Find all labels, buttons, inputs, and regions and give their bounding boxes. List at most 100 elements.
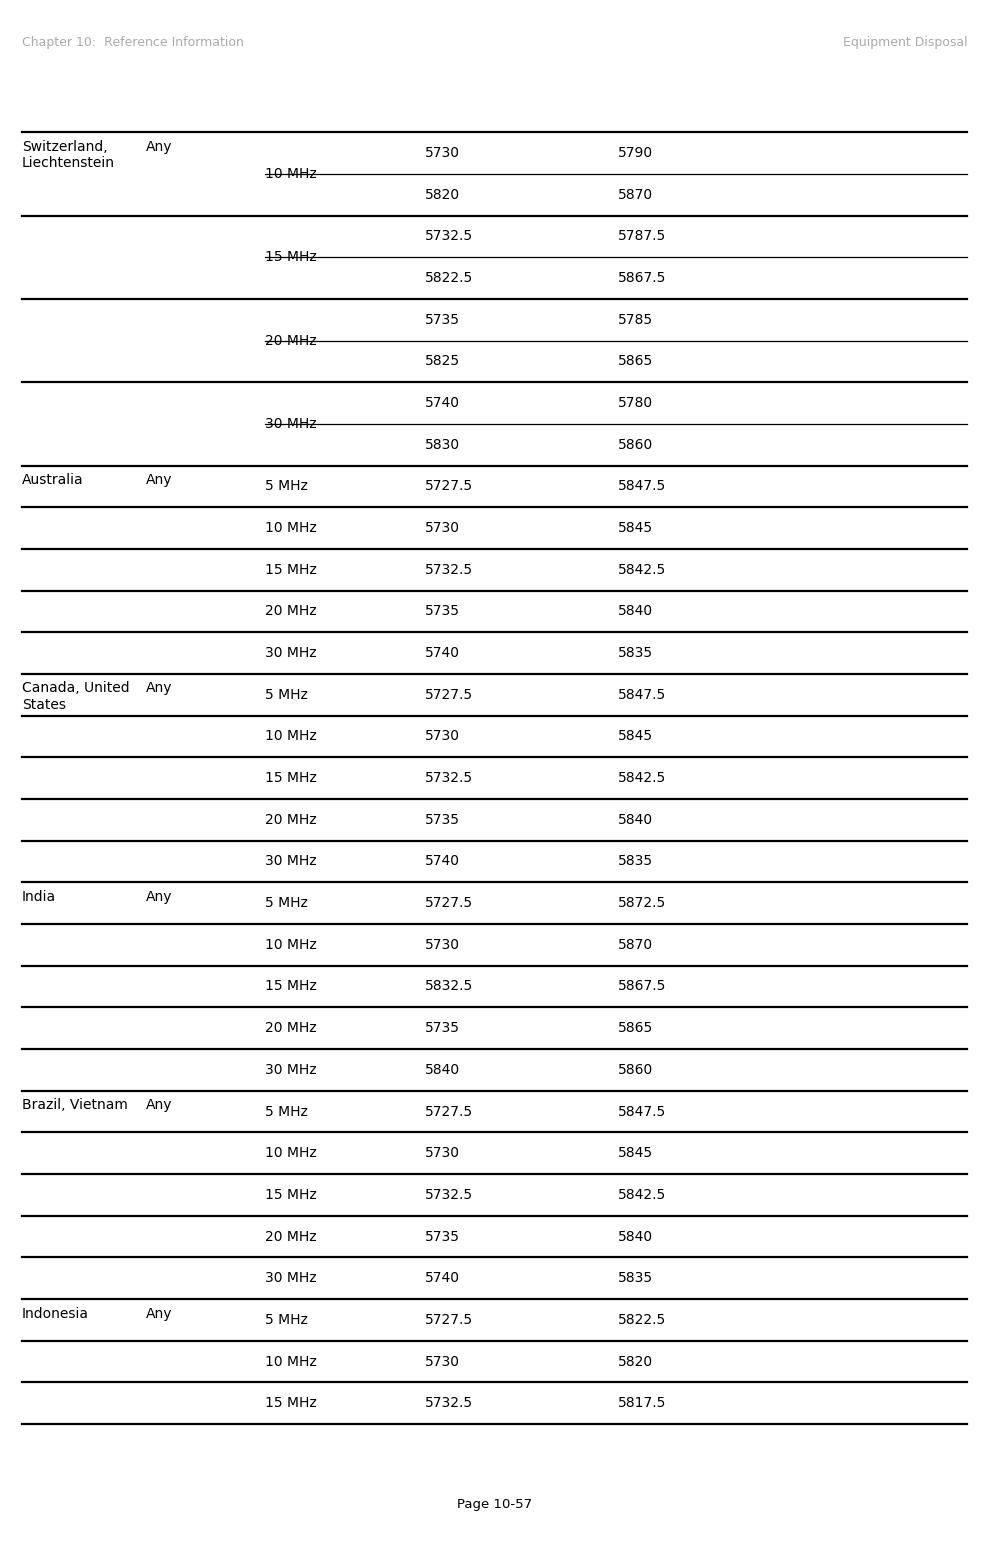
Text: 5842.5: 5842.5 — [618, 563, 667, 577]
Text: 5 MHz: 5 MHz — [265, 687, 308, 701]
Text: 15 MHz: 15 MHz — [265, 250, 316, 264]
Text: 20 MHz: 20 MHz — [265, 605, 316, 619]
Text: Brazil, Vietnam: Brazil, Vietnam — [22, 1098, 128, 1112]
Text: 5740: 5740 — [425, 397, 460, 411]
Text: 5820: 5820 — [425, 188, 461, 202]
Text: 5735: 5735 — [425, 1022, 460, 1036]
Text: 5 MHz: 5 MHz — [265, 896, 308, 910]
Text: 5727.5: 5727.5 — [425, 1312, 474, 1326]
Text: 5735: 5735 — [425, 605, 460, 619]
Text: 20 MHz: 20 MHz — [265, 1022, 316, 1036]
Text: Page 10-57: Page 10-57 — [457, 1499, 532, 1511]
Text: 20 MHz: 20 MHz — [265, 813, 316, 827]
Text: Switzerland,
Liechtenstein: Switzerland, Liechtenstein — [22, 140, 115, 169]
Text: 5 MHz: 5 MHz — [265, 479, 308, 493]
Text: Australia: Australia — [22, 473, 83, 487]
Text: 5835: 5835 — [618, 854, 654, 869]
Text: Indonesia: Indonesia — [22, 1306, 89, 1320]
Text: Any: Any — [146, 1098, 173, 1112]
Text: 5845: 5845 — [618, 521, 654, 535]
Text: 5730: 5730 — [425, 938, 460, 952]
Text: 5732.5: 5732.5 — [425, 1396, 474, 1410]
Text: 5830: 5830 — [425, 437, 461, 453]
Text: 5832.5: 5832.5 — [425, 980, 474, 994]
Text: India: India — [22, 889, 56, 903]
Text: 5842.5: 5842.5 — [618, 771, 667, 785]
Text: 5867.5: 5867.5 — [618, 271, 667, 285]
Text: 5735: 5735 — [425, 1230, 460, 1244]
Text: 5730: 5730 — [425, 521, 460, 535]
Text: 5730: 5730 — [425, 729, 460, 743]
Text: 5740: 5740 — [425, 645, 460, 661]
Text: 15 MHz: 15 MHz — [265, 1188, 316, 1202]
Text: 10 MHz: 10 MHz — [265, 521, 316, 535]
Text: 5872.5: 5872.5 — [618, 896, 667, 910]
Text: 5 MHz: 5 MHz — [265, 1104, 308, 1118]
Text: 20 MHz: 20 MHz — [265, 1230, 316, 1244]
Text: 5860: 5860 — [618, 1062, 654, 1078]
Text: 5727.5: 5727.5 — [425, 687, 474, 701]
Text: 5735: 5735 — [425, 313, 460, 327]
Text: 5845: 5845 — [618, 1146, 654, 1160]
Text: 15 MHz: 15 MHz — [265, 563, 316, 577]
Text: 5847.5: 5847.5 — [618, 479, 667, 493]
Text: 5730: 5730 — [425, 146, 460, 160]
Text: 15 MHz: 15 MHz — [265, 980, 316, 994]
Text: 5780: 5780 — [618, 397, 654, 411]
Text: 10 MHz: 10 MHz — [265, 166, 316, 180]
Text: 30 MHz: 30 MHz — [265, 645, 316, 661]
Text: 5730: 5730 — [425, 1354, 460, 1368]
Text: 5840: 5840 — [618, 1230, 654, 1244]
Text: 5867.5: 5867.5 — [618, 980, 667, 994]
Text: 5842.5: 5842.5 — [618, 1188, 667, 1202]
Text: 5735: 5735 — [425, 813, 460, 827]
Text: 20 MHz: 20 MHz — [265, 333, 316, 348]
Text: 5740: 5740 — [425, 854, 460, 869]
Text: 10 MHz: 10 MHz — [265, 1146, 316, 1160]
Text: 5870: 5870 — [618, 938, 654, 952]
Text: 5 MHz: 5 MHz — [265, 1312, 308, 1326]
Text: 5822.5: 5822.5 — [425, 271, 474, 285]
Text: Any: Any — [146, 889, 173, 903]
Text: 5730: 5730 — [425, 1146, 460, 1160]
Text: 5732.5: 5732.5 — [425, 1188, 474, 1202]
Text: 5825: 5825 — [425, 355, 461, 369]
Text: 5835: 5835 — [618, 1270, 654, 1286]
Text: 10 MHz: 10 MHz — [265, 729, 316, 743]
Text: 5820: 5820 — [618, 1354, 654, 1368]
Text: 5870: 5870 — [618, 188, 654, 202]
Text: 5727.5: 5727.5 — [425, 1104, 474, 1118]
Text: 5785: 5785 — [618, 313, 654, 327]
Text: 30 MHz: 30 MHz — [265, 417, 316, 431]
Text: 30 MHz: 30 MHz — [265, 1062, 316, 1078]
Text: 5840: 5840 — [618, 813, 654, 827]
Text: 5860: 5860 — [618, 437, 654, 453]
Text: 5817.5: 5817.5 — [618, 1396, 667, 1410]
Text: Any: Any — [146, 681, 173, 695]
Text: 30 MHz: 30 MHz — [265, 854, 316, 869]
Text: Chapter 10:  Reference Information: Chapter 10: Reference Information — [22, 36, 243, 48]
Text: 10 MHz: 10 MHz — [265, 1354, 316, 1368]
Text: Canada, United
States: Canada, United States — [22, 681, 130, 712]
Text: 5727.5: 5727.5 — [425, 896, 474, 910]
Text: 5787.5: 5787.5 — [618, 229, 667, 244]
Text: 5732.5: 5732.5 — [425, 771, 474, 785]
Text: Any: Any — [146, 140, 173, 154]
Text: 5727.5: 5727.5 — [425, 479, 474, 493]
Text: 5732.5: 5732.5 — [425, 563, 474, 577]
Text: 15 MHz: 15 MHz — [265, 1396, 316, 1410]
Text: 5822.5: 5822.5 — [618, 1312, 667, 1326]
Text: 5840: 5840 — [618, 605, 654, 619]
Text: 5732.5: 5732.5 — [425, 229, 474, 244]
Text: Any: Any — [146, 1306, 173, 1320]
Text: 15 MHz: 15 MHz — [265, 771, 316, 785]
Text: Equipment Disposal: Equipment Disposal — [843, 36, 967, 48]
Text: 5845: 5845 — [618, 729, 654, 743]
Text: 5835: 5835 — [618, 645, 654, 661]
Text: 5865: 5865 — [618, 355, 654, 369]
Text: Any: Any — [146, 473, 173, 487]
Text: 5790: 5790 — [618, 146, 654, 160]
Text: 5847.5: 5847.5 — [618, 687, 667, 701]
Text: 5740: 5740 — [425, 1270, 460, 1286]
Text: 5847.5: 5847.5 — [618, 1104, 667, 1118]
